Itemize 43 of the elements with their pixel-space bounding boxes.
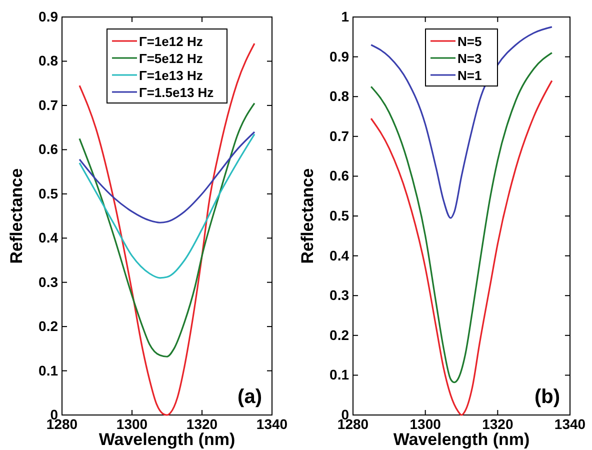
annotation: (a) <box>238 386 262 408</box>
y-tick-label: 0.5 <box>38 185 58 202</box>
y-tick-label: 0.5 <box>330 207 350 224</box>
line-series <box>78 131 256 224</box>
x-tick-label: 1340 <box>554 416 586 432</box>
y-tick-label: 0.9 <box>38 8 58 24</box>
legend-label: N=1 <box>458 68 482 83</box>
legend-label: Γ=1e12 Hz <box>139 34 204 49</box>
x-axis-title: Wavelength (nm) <box>393 430 530 449</box>
y-tick-label: 1 <box>341 8 350 24</box>
legend-label: Γ=1.5e13 Hz <box>139 85 214 100</box>
legend-label: Γ=1e13 Hz <box>139 68 204 83</box>
legend-label: Γ=5e12 Hz <box>139 51 204 66</box>
y-tick-label: 0.9 <box>330 48 350 64</box>
y-tick-label: 0.3 <box>38 274 58 290</box>
y-tick-label: 0.6 <box>330 168 350 184</box>
y-tick-label: 0.1 <box>38 362 58 378</box>
y-tick-label: 0.2 <box>330 326 350 343</box>
x-tick-label: 1320 <box>186 416 218 432</box>
x-axis-title: Wavelength (nm) <box>98 430 236 449</box>
y-axis-title: Reflectance <box>298 168 317 264</box>
y-tick-label: 0.4 <box>330 247 350 264</box>
y-tick-label: 0.6 <box>38 141 58 158</box>
x-tick-label: 1300 <box>410 416 442 432</box>
y-axis-title: Reflectance <box>7 168 26 264</box>
y-tick-label: 0.4 <box>38 230 58 246</box>
legend-label: N=3 <box>458 51 482 66</box>
y-tick-label: 0.8 <box>330 88 350 104</box>
x-tick-label: 1300 <box>116 416 148 432</box>
x-tick-label: 1320 <box>482 416 514 432</box>
line-series <box>370 26 553 219</box>
line-series <box>78 133 256 279</box>
line-series <box>370 52 553 384</box>
y-tick-label: 0.7 <box>330 128 350 144</box>
y-tick-label: 0.2 <box>38 318 58 334</box>
annotation: (b) <box>534 386 560 408</box>
line-series <box>78 102 256 358</box>
y-tick-label: 0.3 <box>330 287 350 304</box>
y-tick-label: 0.7 <box>38 96 58 113</box>
legend-label: N=5 <box>458 34 482 49</box>
y-tick-label: 0.1 <box>330 366 350 383</box>
x-tick-label: 1340 <box>256 416 288 432</box>
y-tick-label: 0.8 <box>38 52 58 69</box>
